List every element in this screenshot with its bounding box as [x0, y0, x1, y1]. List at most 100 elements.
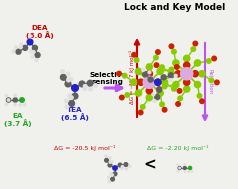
Text: ΔG = -20.5 kJ mol⁻¹: ΔG = -20.5 kJ mol⁻¹	[54, 145, 116, 151]
Circle shape	[7, 98, 10, 102]
Circle shape	[111, 173, 114, 177]
Circle shape	[183, 166, 187, 170]
Circle shape	[66, 77, 71, 83]
Circle shape	[118, 163, 123, 168]
Circle shape	[169, 43, 174, 49]
Circle shape	[174, 70, 182, 77]
Circle shape	[135, 89, 142, 97]
Circle shape	[151, 92, 155, 97]
Circle shape	[108, 156, 112, 160]
Circle shape	[22, 45, 28, 51]
Circle shape	[107, 163, 113, 168]
Circle shape	[119, 94, 125, 101]
Circle shape	[82, 86, 87, 91]
Circle shape	[155, 49, 161, 55]
Circle shape	[23, 103, 26, 106]
Circle shape	[19, 97, 25, 103]
Circle shape	[31, 55, 35, 59]
Circle shape	[191, 170, 193, 173]
Circle shape	[143, 75, 156, 89]
Circle shape	[68, 100, 75, 107]
Circle shape	[168, 72, 174, 79]
Circle shape	[171, 86, 177, 92]
Circle shape	[31, 50, 36, 54]
Circle shape	[211, 56, 217, 61]
Circle shape	[69, 95, 74, 100]
Circle shape	[120, 167, 124, 170]
Circle shape	[123, 162, 129, 167]
Circle shape	[14, 45, 18, 49]
Circle shape	[29, 49, 33, 53]
Circle shape	[194, 59, 201, 67]
Text: (6.5 Å): (6.5 Å)	[61, 113, 89, 121]
Circle shape	[18, 103, 22, 107]
Text: <: <	[144, 157, 156, 173]
Circle shape	[172, 59, 180, 67]
Circle shape	[156, 89, 164, 97]
Circle shape	[11, 49, 15, 53]
Circle shape	[194, 81, 201, 88]
Text: Selective: Selective	[89, 72, 127, 78]
Circle shape	[131, 52, 137, 58]
Circle shape	[140, 104, 146, 110]
Circle shape	[109, 160, 112, 164]
Circle shape	[147, 76, 154, 83]
Circle shape	[168, 70, 175, 77]
Circle shape	[66, 71, 71, 77]
Circle shape	[152, 99, 157, 103]
Circle shape	[206, 58, 212, 64]
Circle shape	[147, 70, 152, 74]
Circle shape	[183, 170, 186, 173]
Circle shape	[145, 94, 153, 101]
Circle shape	[60, 74, 67, 81]
Circle shape	[176, 170, 179, 173]
Circle shape	[109, 172, 113, 176]
Circle shape	[169, 67, 174, 72]
Circle shape	[169, 78, 173, 82]
Circle shape	[93, 83, 98, 88]
Circle shape	[141, 68, 145, 72]
Circle shape	[122, 73, 128, 79]
Circle shape	[71, 92, 79, 100]
Text: (6.0 Å): (6.0 Å)	[26, 31, 54, 39]
Circle shape	[4, 94, 8, 97]
Circle shape	[154, 62, 159, 68]
Circle shape	[183, 55, 191, 62]
Circle shape	[154, 78, 162, 86]
Circle shape	[67, 94, 72, 99]
Text: ΔG = -2.20 kJ mol⁻¹: ΔG = -2.20 kJ mol⁻¹	[147, 145, 209, 151]
Circle shape	[110, 177, 115, 182]
Circle shape	[198, 70, 206, 77]
Circle shape	[160, 74, 167, 81]
Circle shape	[153, 55, 159, 61]
Circle shape	[134, 57, 139, 63]
Circle shape	[156, 68, 164, 75]
Circle shape	[107, 176, 110, 179]
Circle shape	[71, 84, 79, 92]
Text: TEA: TEA	[67, 107, 83, 113]
Circle shape	[4, 103, 8, 106]
Circle shape	[197, 93, 203, 99]
Circle shape	[104, 158, 109, 163]
Circle shape	[176, 163, 179, 166]
Circle shape	[32, 45, 38, 51]
Circle shape	[88, 87, 93, 92]
Circle shape	[208, 77, 214, 83]
Circle shape	[183, 61, 191, 69]
Circle shape	[183, 78, 191, 86]
Text: sensing: sensing	[92, 79, 124, 85]
Circle shape	[161, 78, 169, 86]
Text: (3.7 Å): (3.7 Å)	[4, 119, 32, 127]
Circle shape	[174, 64, 180, 70]
Circle shape	[188, 166, 192, 170]
Circle shape	[183, 85, 191, 93]
Circle shape	[86, 80, 94, 87]
Circle shape	[64, 80, 72, 88]
Circle shape	[104, 154, 108, 158]
Circle shape	[162, 84, 168, 89]
Circle shape	[13, 103, 17, 106]
Circle shape	[137, 78, 145, 86]
Circle shape	[138, 109, 144, 115]
Circle shape	[15, 48, 22, 55]
Circle shape	[145, 63, 153, 71]
